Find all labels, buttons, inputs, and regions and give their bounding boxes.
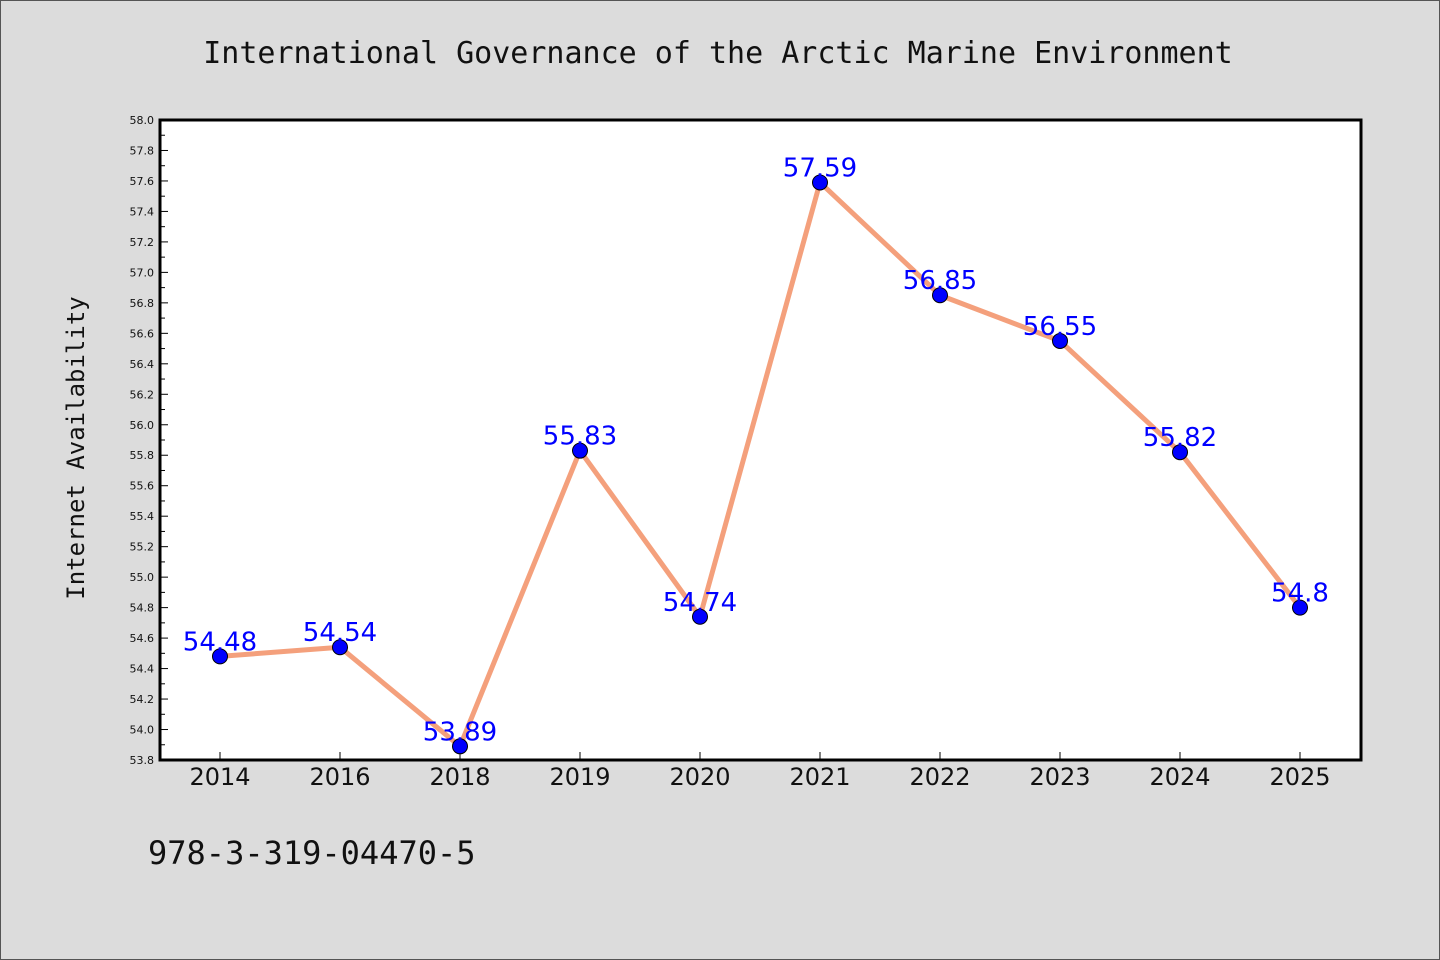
data-point [452, 738, 468, 755]
x-tick-label: 2016 [309, 763, 370, 791]
x-tick-label: 2014 [189, 763, 250, 791]
data-point [932, 287, 948, 304]
y-tick-label: 54.6 [130, 632, 155, 645]
data-point [1172, 444, 1188, 461]
y-tick-label: 56.4 [130, 358, 155, 371]
data-label: 56.55 [1023, 312, 1097, 342]
y-axis-label: Internet Availability [62, 296, 90, 599]
series-line [219, 179, 1302, 749]
y-tick-label: 54.4 [130, 663, 155, 676]
y-tick-label: 55.6 [130, 480, 155, 493]
data-label: 56.85 [903, 266, 977, 296]
y-tick-label: 56.8 [130, 297, 155, 310]
data-point [572, 442, 588, 459]
y-tick-label: 54.2 [130, 693, 155, 706]
data-label: 54.74 [663, 588, 737, 618]
plot-border [158, 118, 1363, 762]
y-tick-label: 53.8 [130, 754, 155, 767]
x-tick-label: 2020 [669, 763, 730, 791]
data-label: 55.82 [1143, 423, 1217, 453]
x-tick-label: 2022 [909, 763, 970, 791]
y-axis: 53.8 54.0 54.2 54.4 54.6 54.8 55.0 55.2 55.4 55.6… [130, 114, 168, 767]
data-point [332, 639, 348, 656]
data-point [1292, 599, 1308, 616]
y-tick-label: 56.2 [130, 388, 155, 401]
plot-area [160, 120, 1361, 760]
chart-title: International Governance of the Arctic M… [203, 36, 1233, 71]
data-label: 54.8 [1271, 579, 1329, 609]
isbn-footnote: 978-3-319-04470-5 [148, 834, 476, 872]
y-tick-label: 55.0 [130, 571, 155, 584]
data-point [692, 608, 708, 625]
y-tick-label: 57.0 [130, 266, 155, 279]
data-label: 54.54 [303, 618, 377, 648]
y-tick-label: 56.0 [130, 419, 155, 432]
y-tick-label: 55.4 [130, 510, 155, 523]
x-tick-label: 2019 [549, 763, 610, 791]
data-point [1052, 332, 1068, 349]
data-label: 55.83 [543, 422, 617, 452]
y-tick-label: 57.4 [130, 205, 155, 218]
y-tick-label: 57.6 [130, 175, 155, 188]
y-tick-label: 57.8 [130, 144, 155, 157]
y-tick-label: 54.8 [130, 602, 155, 615]
x-tick-label: 2023 [1029, 763, 1090, 791]
x-tick-label: 2021 [789, 763, 850, 791]
data-point [812, 174, 828, 191]
x-axis: 2014 2016 2018 2019 2020 2021 2022 2023 2024 2025 [189, 752, 1331, 791]
y-tick-label: 55.2 [130, 541, 155, 554]
data-point [212, 648, 228, 665]
data-label: 57.59 [783, 153, 857, 183]
y-tick-label: 56.6 [130, 327, 155, 340]
y-tick-label: 55.8 [130, 449, 155, 462]
y-tick-label: 54.0 [130, 724, 155, 737]
x-tick-label: 2018 [429, 763, 490, 791]
data-label: 53.89 [423, 717, 497, 747]
y-tick-label: 58.0 [130, 114, 155, 127]
x-tick-label: 2025 [1269, 763, 1330, 791]
y-tick-label: 57.2 [130, 236, 155, 249]
data-label: 54.48 [183, 627, 257, 657]
x-tick-label: 2024 [1149, 763, 1210, 791]
series-layer: 54.48 54.54 53.89 55.83 54.74 57.59 56.85 56.55… [183, 153, 1329, 755]
